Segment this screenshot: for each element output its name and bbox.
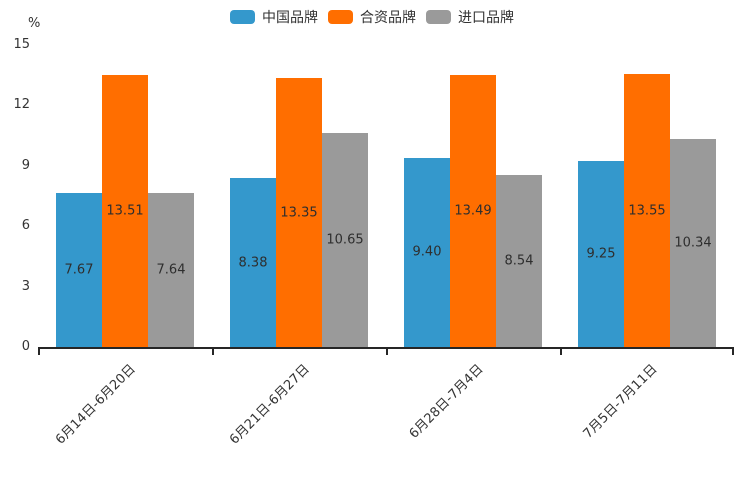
bar-value-label: 13.35 <box>280 205 318 221</box>
bar: 13.35 <box>276 78 322 347</box>
y-tick-label: 0 <box>21 339 30 354</box>
bar-group: 7.67 13.51 7.64 <box>38 45 212 347</box>
bar: 9.40 <box>404 157 450 347</box>
bar-group: 9.40 13.49 8.54 <box>386 45 560 347</box>
y-tick-label: 15 <box>13 37 30 52</box>
x-axis-tick <box>38 349 40 355</box>
legend-item-joint-venture-brand[interactable]: 合资品牌 <box>328 7 416 27</box>
bar-group: 8.38 13.35 10.65 <box>212 45 386 347</box>
y-tick-label: 9 <box>21 157 30 173</box>
legend-item-china-brand[interactable]: 中国品牌 <box>230 7 318 27</box>
x-axis-label: 7月5日-7月11日 <box>580 361 661 442</box>
bar-value-label: 9.25 <box>586 246 616 262</box>
y-tick-label: 12 <box>13 97 30 113</box>
bar-value-label: 9.40 <box>412 244 442 260</box>
y-tick-label: 3 <box>21 278 30 294</box>
bar: 10.65 <box>322 132 368 347</box>
bar: 13.55 <box>624 74 670 347</box>
legend-label-joint-venture-brand: 合资品牌 <box>360 10 416 26</box>
bar-value-label: 10.34 <box>674 235 712 251</box>
bar: 8.54 <box>496 175 542 347</box>
bar: 7.64 <box>148 193 194 347</box>
bar-value-label: 13.55 <box>628 203 666 219</box>
y-axis-unit-label: % <box>28 16 41 31</box>
x-axis-tick <box>386 349 388 355</box>
legend-swatch-joint-venture-brand-icon <box>328 10 353 24</box>
bar: 13.51 <box>102 75 148 347</box>
legend-label-import-brand: 进口品牌 <box>458 10 514 26</box>
bar: 13.49 <box>450 75 496 347</box>
bar-value-label: 8.38 <box>238 255 268 271</box>
bar-value-label: 10.65 <box>326 232 364 248</box>
x-axis-tick <box>560 349 562 355</box>
x-axis-label: 6月14日-6月20日 <box>52 361 139 448</box>
bar-value-label: 7.64 <box>156 262 186 278</box>
bar-value-label: 8.54 <box>504 253 534 269</box>
bar-value-label: 13.51 <box>106 203 144 219</box>
legend-label-china-brand: 中国品牌 <box>262 10 318 26</box>
x-axis-label: 6月28日-7月4日 <box>406 361 487 442</box>
legend-item-import-brand[interactable]: 进口品牌 <box>426 7 514 27</box>
bar: 7.67 <box>56 192 102 347</box>
legend: 中国品牌 合资品牌 进口品牌 <box>0 7 744 27</box>
plot-area: 7.67 13.51 7.64 6月14日-6月20日 8.38 13.35 10.65 6月… <box>38 45 734 448</box>
x-axis-tick <box>732 349 734 355</box>
bar: 10.34 <box>670 138 716 347</box>
y-tick-label: 6 <box>21 218 30 234</box>
x-axis-tick <box>212 349 214 355</box>
bar-value-label: 13.49 <box>454 203 492 219</box>
legend-swatch-import-brand-icon <box>426 10 451 24</box>
x-axis-label: 6月21日-6月27日 <box>226 361 313 448</box>
bar-value-label: 7.67 <box>64 262 94 278</box>
bar: 9.25 <box>578 160 624 347</box>
bar: 8.38 <box>230 178 276 347</box>
bar-group: 9.25 13.55 10.34 <box>560 45 734 347</box>
legend-swatch-china-brand-icon <box>230 10 255 24</box>
